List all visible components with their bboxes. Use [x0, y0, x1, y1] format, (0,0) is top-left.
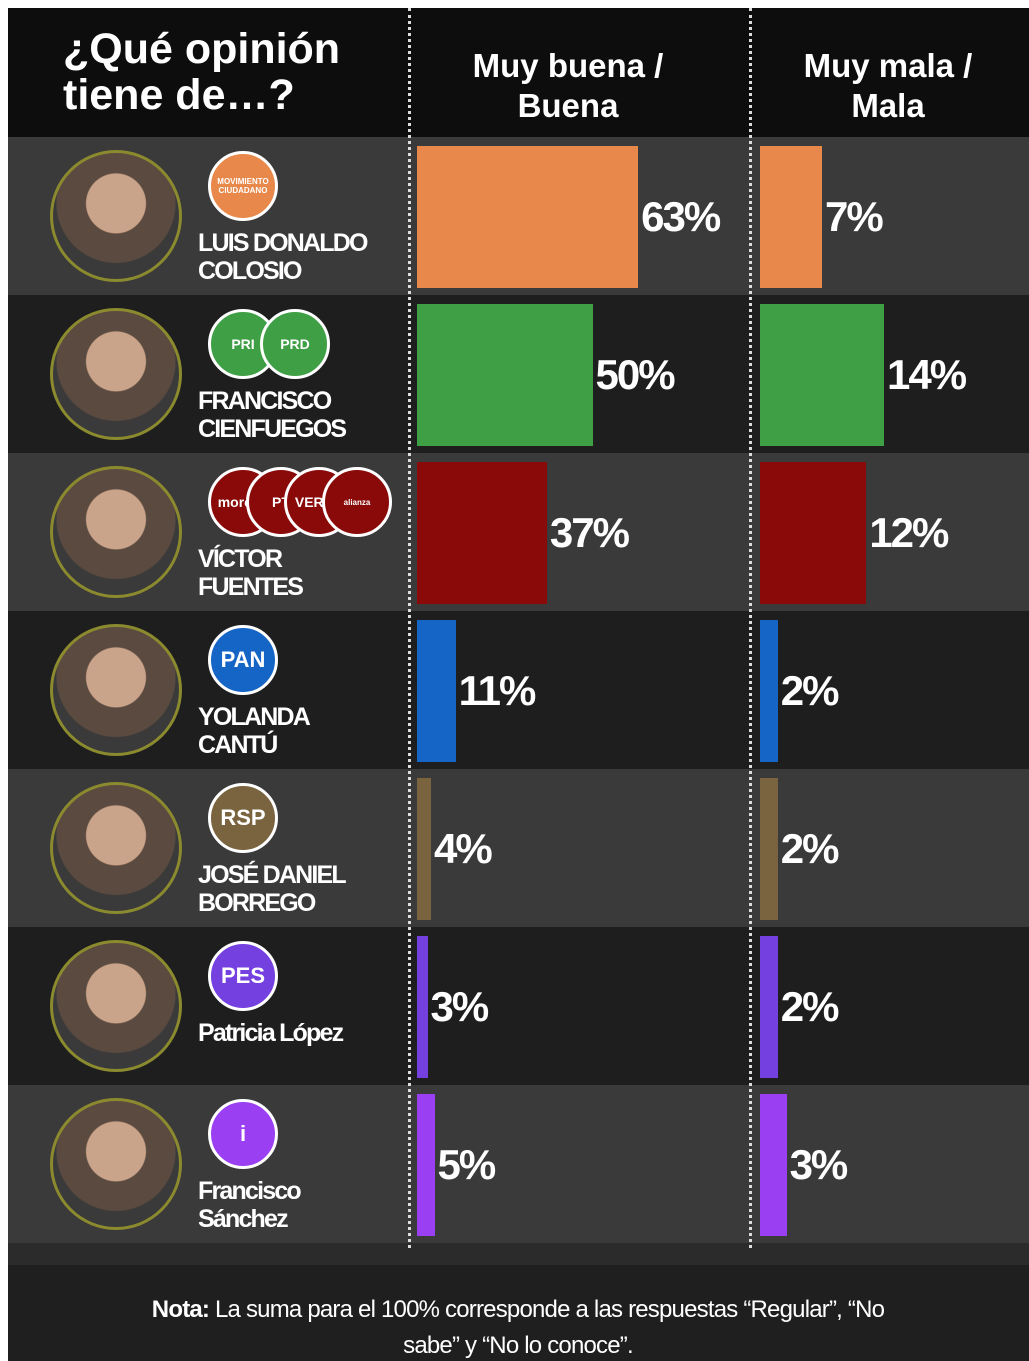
bar — [760, 778, 778, 920]
note: Nota: La suma para el 100% corresponde a… — [138, 1292, 898, 1361]
candidate-photo — [50, 308, 182, 440]
candidate-photo — [50, 150, 182, 282]
infographic: ¿Qué opinión tiene de…? Muy buena / Buen… — [8, 8, 1029, 1361]
bar — [417, 462, 547, 604]
value-label: 7% — [825, 192, 882, 242]
candidate-photo — [50, 782, 182, 914]
chart-title: ¿Qué opinión tiene de…? — [63, 26, 403, 118]
candidate-photo — [50, 624, 182, 756]
value-label: 50% — [596, 350, 674, 400]
party-logo: PES — [208, 941, 278, 1011]
bar — [760, 1094, 787, 1236]
value-label: 14% — [887, 350, 965, 400]
note-label: Nota: — [152, 1296, 209, 1323]
value-label: 11% — [459, 666, 535, 716]
value-label: 12% — [869, 508, 947, 558]
bar — [417, 778, 431, 920]
candidate-photo — [50, 1098, 182, 1230]
bar — [760, 936, 778, 1078]
candidate-photo — [50, 466, 182, 598]
party-logo: PRD — [260, 309, 330, 379]
bar — [417, 936, 428, 1078]
bar — [417, 146, 638, 288]
value-label: 4% — [434, 824, 491, 874]
bar — [760, 146, 822, 288]
candidate-name: Patricia López — [198, 1019, 373, 1047]
note-text: La suma para el 100% corresponde a las r… — [215, 1296, 884, 1359]
value-label: 2% — [781, 982, 838, 1032]
value-label: 3% — [431, 982, 488, 1032]
candidate-name: YOLANDA CANTÚ — [198, 703, 373, 759]
value-label: 3% — [790, 1140, 847, 1190]
bar — [760, 304, 884, 446]
party-logo: i — [208, 1099, 278, 1169]
column-header: Muy mala / Mala — [763, 46, 1013, 126]
party-logo: alianza — [322, 467, 392, 537]
candidate-name: JOSÉ DANIEL BORREGO — [198, 861, 373, 917]
party-logo: MOVIMIENTO CIUDADANO — [208, 151, 278, 221]
candidate-name: Francisco Sánchez — [198, 1177, 373, 1233]
value-label: 37% — [550, 508, 628, 558]
candidate-name: LUIS DONALDO COLOSIO — [198, 229, 373, 285]
candidate-name: VÍCTOR FUENTES — [198, 545, 373, 601]
party-logo: PAN — [208, 625, 278, 695]
value-label: 2% — [781, 824, 838, 874]
bar — [417, 620, 456, 762]
party-logo: RSP — [208, 783, 278, 853]
bar — [417, 1094, 435, 1236]
bar — [760, 620, 778, 762]
column-divider — [408, 8, 411, 1248]
value-label: 63% — [641, 192, 719, 242]
column-divider — [749, 8, 752, 1248]
value-label: 5% — [438, 1140, 495, 1190]
candidate-photo — [50, 940, 182, 1072]
value-label: 2% — [781, 666, 838, 716]
bar — [417, 304, 593, 446]
bar — [760, 462, 866, 604]
candidate-name: FRANCISCO CIENFUEGOS — [198, 387, 373, 443]
column-header: Muy buena / Buena — [428, 46, 708, 126]
